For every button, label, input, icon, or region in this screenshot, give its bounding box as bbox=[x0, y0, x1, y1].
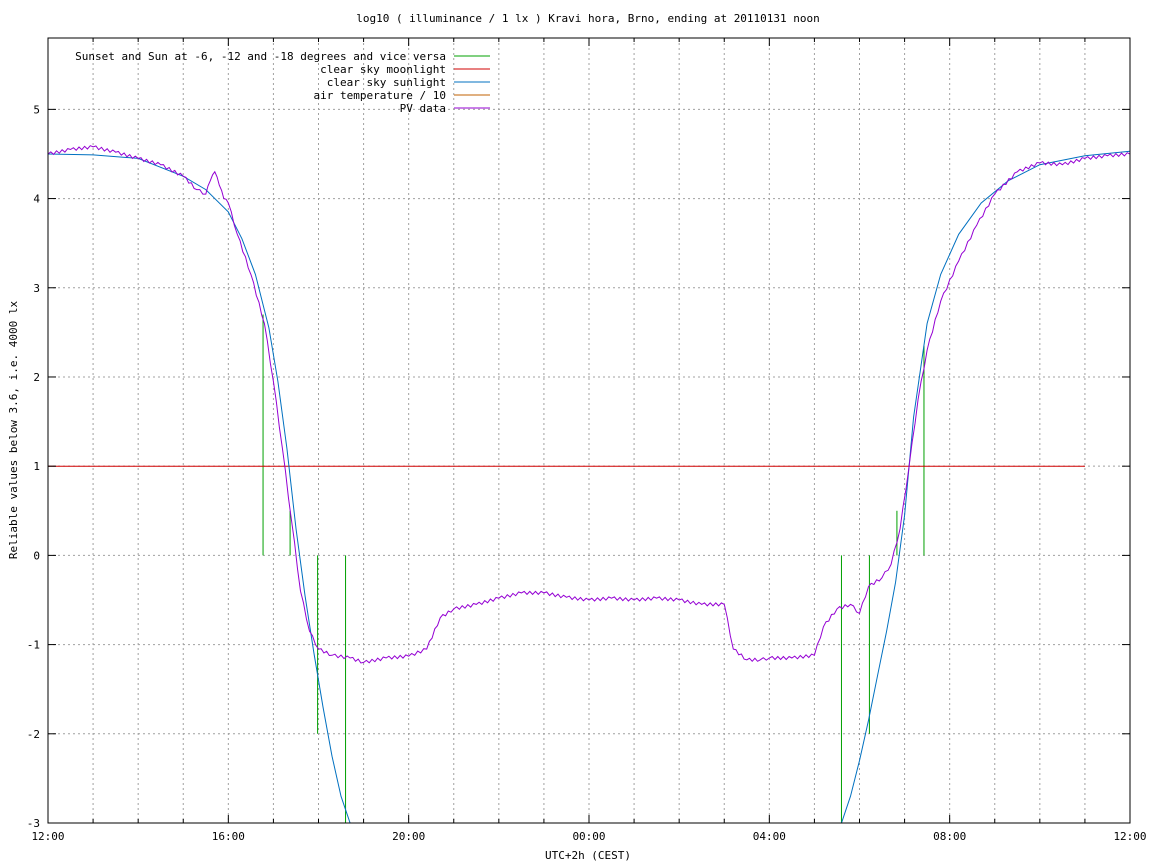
x-tick-label: 12:00 bbox=[1113, 830, 1146, 843]
x-tick-label: 04:00 bbox=[753, 830, 786, 843]
grid-lines bbox=[48, 38, 1130, 823]
x-tick-label: 16:00 bbox=[212, 830, 245, 843]
x-tick-label: 08:00 bbox=[933, 830, 966, 843]
y-tick-label: 3 bbox=[33, 282, 40, 295]
x-axis-label: UTC+2h (CEST) bbox=[545, 849, 631, 862]
legend-entry: air temperature / 10 bbox=[314, 89, 490, 102]
chart-title: log10 ( illuminance / 1 lx ) Kravi hora,… bbox=[356, 12, 820, 25]
pv-data-line bbox=[48, 145, 1130, 664]
plot-frame bbox=[47, 37, 1131, 824]
axis-ticks bbox=[47, 38, 1131, 824]
legend: Sunset and Sun at -6, -12 and -18 degree… bbox=[75, 50, 490, 115]
y-tick-label: -2 bbox=[27, 728, 40, 741]
legend-entry: clear sky sunlight bbox=[327, 76, 490, 89]
y-tick-label: -3 bbox=[27, 817, 40, 830]
y-tick-label: 2 bbox=[33, 371, 40, 384]
legend-entry: PV data bbox=[400, 102, 490, 115]
legend-entry: clear sky moonlight bbox=[320, 63, 490, 76]
x-tick-labels: 12:00 16:00 20:00 00:00 04:00 08:00 12:00 bbox=[31, 830, 1146, 843]
y-tick-label: 1 bbox=[33, 460, 40, 473]
y-tick-label: 5 bbox=[33, 103, 40, 116]
sun-angle-markers bbox=[262, 314, 925, 823]
legend-label: PV data bbox=[400, 102, 446, 115]
legend-entry: Sunset and Sun at -6, -12 and -18 degree… bbox=[75, 50, 490, 63]
y-tick-labels: -3 -2 -1 0 1 2 3 4 5 bbox=[27, 103, 41, 830]
x-tick-label: 20:00 bbox=[392, 830, 425, 843]
y-tick-label: 0 bbox=[33, 549, 40, 562]
x-tick-label: 12:00 bbox=[31, 830, 64, 843]
legend-label: air temperature / 10 bbox=[314, 89, 446, 102]
y-tick-label: -1 bbox=[27, 639, 40, 652]
x-tick-label: 00:00 bbox=[572, 830, 605, 843]
y-tick-label: 4 bbox=[33, 193, 40, 206]
y-axis-label: Reliable values below 3.6, i.e. 4000 lx bbox=[7, 300, 20, 559]
series-layer bbox=[48, 145, 1130, 823]
legend-label: clear sky moonlight bbox=[320, 63, 446, 76]
legend-label: clear sky sunlight bbox=[327, 76, 446, 89]
legend-label: Sunset and Sun at -6, -12 and -18 degree… bbox=[75, 50, 446, 63]
sunlight-curve bbox=[48, 150, 1130, 823]
